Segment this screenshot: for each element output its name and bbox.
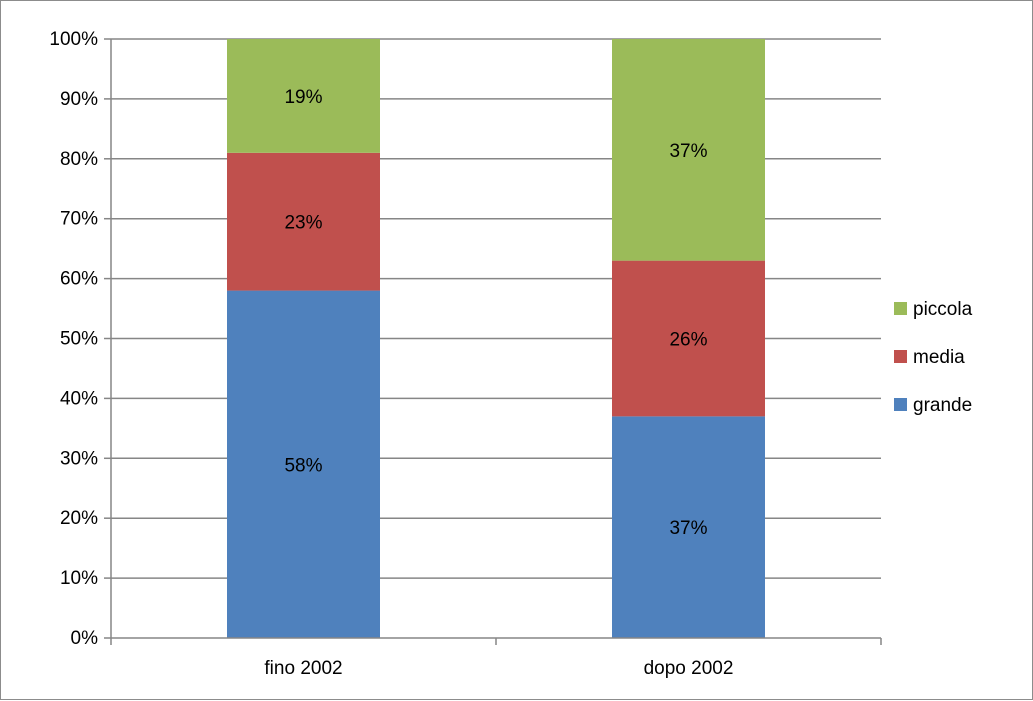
y-tick-label: 40% — [60, 388, 98, 409]
data-label-piccola: 19% — [284, 87, 322, 108]
bar-segment-media — [227, 152, 380, 291]
x-tick-label: dopo 2002 — [644, 658, 734, 679]
data-label-piccola: 37% — [669, 141, 707, 162]
data-label-grande: 37% — [669, 518, 707, 539]
legend: piccola media grande — [894, 299, 973, 416]
y-tick-label: 100% — [49, 29, 98, 50]
legend-label-piccola: piccola — [913, 299, 973, 320]
axes: 0% 10% 20% 30% 40% 50% 60% 70% 80% 90% 100% fino 20… — [49, 29, 882, 679]
legend-label-media: media — [913, 347, 965, 368]
y-tick-label: 80% — [60, 149, 98, 170]
data-label-grande: 58% — [284, 455, 322, 476]
y-tick-label: 0% — [71, 628, 99, 649]
y-tick-label: 30% — [60, 448, 98, 469]
bar-segment-piccola — [227, 39, 380, 153]
legend-label-grande: grande — [913, 395, 972, 416]
data-labels: 58% 23% 19% 37% 26% 37% — [284, 87, 707, 539]
bars — [227, 39, 765, 638]
y-tick-label: 10% — [60, 568, 98, 589]
legend-swatch-grande — [894, 398, 907, 411]
legend-swatch-media — [894, 350, 907, 363]
y-tick-label: 60% — [60, 269, 98, 290]
y-tick-label: 50% — [60, 329, 98, 350]
gridlines — [111, 38, 881, 579]
bar-segment-media — [612, 260, 765, 417]
data-label-media: 26% — [669, 330, 707, 351]
data-label-media: 23% — [284, 213, 322, 234]
bar-segment-grande — [612, 416, 765, 638]
y-tick-label: 70% — [60, 209, 98, 230]
bar-segment-grande — [227, 290, 380, 638]
y-tick-label: 90% — [60, 89, 98, 110]
y-tick-label: 20% — [60, 508, 98, 529]
legend-swatch-piccola — [894, 302, 907, 315]
x-tick-label: fino 2002 — [264, 658, 342, 679]
bar-segment-piccola — [612, 39, 765, 261]
